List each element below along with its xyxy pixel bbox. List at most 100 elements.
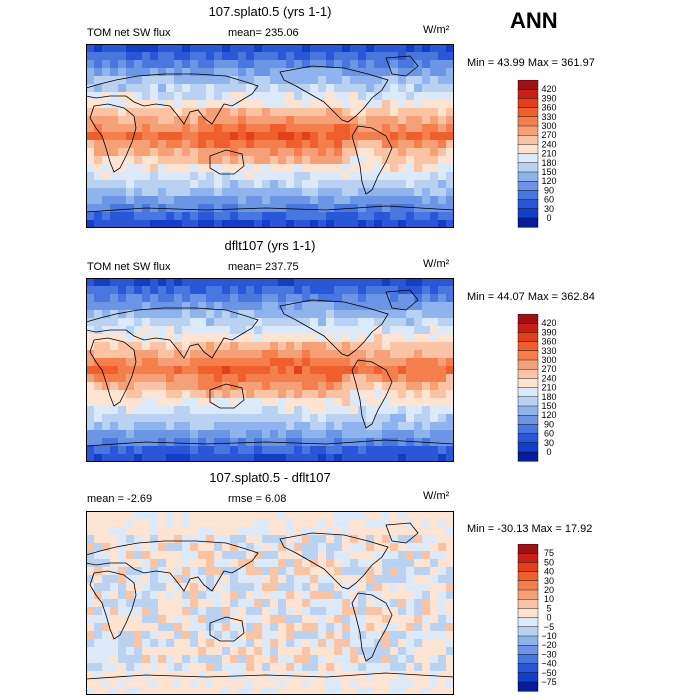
- map-cell: [350, 687, 359, 695]
- map-cell: [270, 607, 279, 616]
- map-cell: [222, 180, 231, 189]
- map-cell: [126, 559, 135, 568]
- map-cell: [174, 342, 183, 351]
- map-cell: [294, 68, 303, 77]
- map-cell: [366, 220, 375, 228]
- map-cell: [446, 647, 454, 656]
- map-cell: [262, 679, 271, 688]
- map-cell: [206, 414, 215, 423]
- map-cell: [126, 92, 135, 101]
- map-cell: [222, 92, 231, 101]
- map-cell: [174, 647, 183, 656]
- map-cell: [118, 631, 127, 640]
- map-cell: [102, 374, 111, 383]
- map-cell: [446, 294, 454, 303]
- map-cell: [414, 124, 423, 133]
- map-cell: [94, 156, 103, 165]
- map-cell: [446, 188, 454, 197]
- map-cell: [422, 188, 431, 197]
- map-cell: [222, 140, 231, 149]
- map-cell: [374, 188, 383, 197]
- map-cell: [358, 591, 367, 600]
- map-cell: [206, 132, 215, 141]
- map-cell: [446, 148, 454, 157]
- map-cell: [110, 60, 119, 69]
- map-cell: [318, 100, 327, 109]
- map-cell: [286, 430, 295, 439]
- map-cell: [438, 92, 447, 101]
- map-cell: [446, 116, 454, 125]
- map-cell: [86, 180, 95, 189]
- colorbar-tick-label: 180: [541, 158, 556, 168]
- map-cell: [358, 100, 367, 109]
- map-cell: [198, 390, 207, 399]
- map-cell: [142, 318, 151, 327]
- map-cell: [190, 631, 199, 640]
- map-cell: [206, 318, 215, 327]
- map-cell: [318, 350, 327, 359]
- map-cell: [286, 44, 295, 53]
- map-cell: [238, 326, 247, 335]
- map-cell: [342, 350, 351, 359]
- map-cell: [214, 196, 223, 205]
- map-cell: [246, 422, 255, 431]
- map-cell: [190, 639, 199, 648]
- map-cell: [358, 647, 367, 656]
- map-cell: [190, 543, 199, 552]
- map-cell: [414, 302, 423, 311]
- map-cell: [246, 366, 255, 375]
- map-cell: [166, 310, 175, 319]
- map-cell: [230, 679, 239, 688]
- map-cell: [326, 350, 335, 359]
- map-cell: [238, 212, 247, 221]
- map-cell: [358, 663, 367, 672]
- colorbar-tick-label: 420: [541, 84, 556, 94]
- colorbar-tick-label: 240: [541, 139, 556, 149]
- map-cell: [438, 430, 447, 439]
- map-cell: [142, 326, 151, 335]
- map-cell: [270, 68, 279, 77]
- map-cell: [86, 390, 95, 399]
- map-cell: [350, 430, 359, 439]
- map-cell: [246, 390, 255, 399]
- map-cell: [118, 398, 127, 407]
- map-cell: [390, 631, 399, 640]
- map-cell: [302, 374, 311, 383]
- map-cell: [342, 212, 351, 221]
- map-cell: [110, 591, 119, 600]
- map-cell: [94, 382, 103, 391]
- map-cell: [326, 454, 335, 462]
- map-cell: [166, 294, 175, 303]
- map-cell: [366, 406, 375, 415]
- map-cell: [270, 76, 279, 85]
- map-cell: [294, 172, 303, 181]
- map-cell: [262, 326, 271, 335]
- map-cell: [126, 350, 135, 359]
- map-cell: [350, 124, 359, 133]
- map-cell: [374, 446, 383, 455]
- map-cell: [238, 663, 247, 672]
- map-cell: [446, 204, 454, 213]
- map-cell: [102, 454, 111, 462]
- map-cell: [318, 180, 327, 189]
- map-cell: [206, 599, 215, 608]
- map-cell: [318, 116, 327, 125]
- map-cell: [166, 671, 175, 680]
- map-cell: [182, 591, 191, 600]
- map-cell: [222, 543, 231, 552]
- map-cell: [126, 278, 135, 287]
- map-cell: [174, 196, 183, 205]
- map-cell: [390, 302, 399, 311]
- map-cell: [126, 663, 135, 672]
- colorbar-tick-label: 300: [541, 121, 556, 131]
- map-cell: [166, 535, 175, 544]
- map-cell: [118, 68, 127, 77]
- map-cell: [126, 334, 135, 343]
- panel-3-min-max: Min = -30.13 Max = 17.92: [467, 523, 593, 535]
- map-cell: [206, 422, 215, 431]
- map-cell: [166, 76, 175, 85]
- map-cell: [398, 294, 407, 303]
- map-cell: [366, 100, 375, 109]
- map-cell: [214, 575, 223, 584]
- map-cell: [158, 679, 167, 688]
